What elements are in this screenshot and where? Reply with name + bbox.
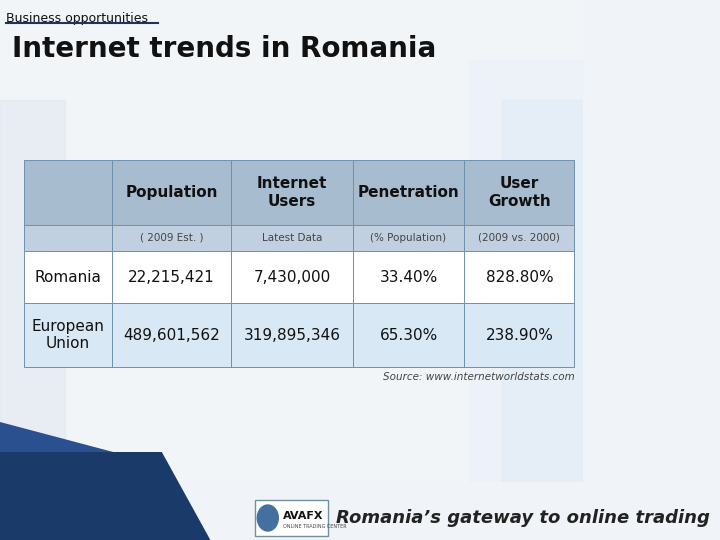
Bar [464,303,575,367]
Text: AVAFX: AVAFX [283,511,324,521]
Bar [24,251,112,303]
Text: Business opportunities: Business opportunities [6,12,148,25]
Bar [469,60,582,540]
Bar [231,251,353,303]
Text: (% Population): (% Population) [371,233,446,243]
Bar [255,500,328,536]
Text: 33.40%: 33.40% [379,269,438,285]
Bar [353,303,464,367]
Text: Romania: Romania [35,269,102,285]
Bar [353,160,464,225]
Bar [24,303,112,367]
Text: Romania’s gateway to online trading: Romania’s gateway to online trading [336,509,710,527]
Bar [24,160,112,225]
Bar [231,225,353,251]
Text: 22,215,421: 22,215,421 [128,269,215,285]
Bar [353,251,464,303]
Text: Latest Data: Latest Data [262,233,323,243]
Text: ONLINE TRADING CENTER: ONLINE TRADING CENTER [283,523,347,529]
Bar [0,100,65,540]
Bar [464,225,575,251]
Bar [231,160,353,225]
Bar [24,225,112,251]
Text: 7,430,000: 7,430,000 [253,269,330,285]
Text: 489,601,562: 489,601,562 [123,327,220,342]
Circle shape [257,505,279,531]
Bar [464,251,575,303]
Bar [112,303,231,367]
Text: Penetration: Penetration [358,185,459,200]
Bar [353,225,464,251]
Bar [0,482,582,540]
Text: User
Growth: User Growth [488,176,551,208]
Bar [112,225,231,251]
Text: 828.80%: 828.80% [485,269,553,285]
Polygon shape [0,422,113,452]
Text: Internet
Users: Internet Users [257,176,328,208]
Text: Source: www.internetworldstats.com: Source: www.internetworldstats.com [382,372,575,382]
Text: European
Union: European Union [32,319,104,351]
Bar [112,160,231,225]
Bar [502,100,582,540]
Bar [112,251,231,303]
Text: Population: Population [125,185,217,200]
Bar [231,303,353,367]
Text: 65.30%: 65.30% [379,327,438,342]
Text: Integrity is our most
valuable currency: Integrity is our most valuable currency [245,337,386,367]
Bar [464,160,575,225]
Text: Internet trends in Romania: Internet trends in Romania [12,35,436,63]
Polygon shape [0,452,210,540]
Text: 319,895,346: 319,895,346 [243,327,341,342]
Text: 238.90%: 238.90% [485,327,554,342]
Text: (2009 vs. 2000): (2009 vs. 2000) [479,233,560,243]
Text: ( 2009 Est. ): ( 2009 Est. ) [140,233,203,243]
